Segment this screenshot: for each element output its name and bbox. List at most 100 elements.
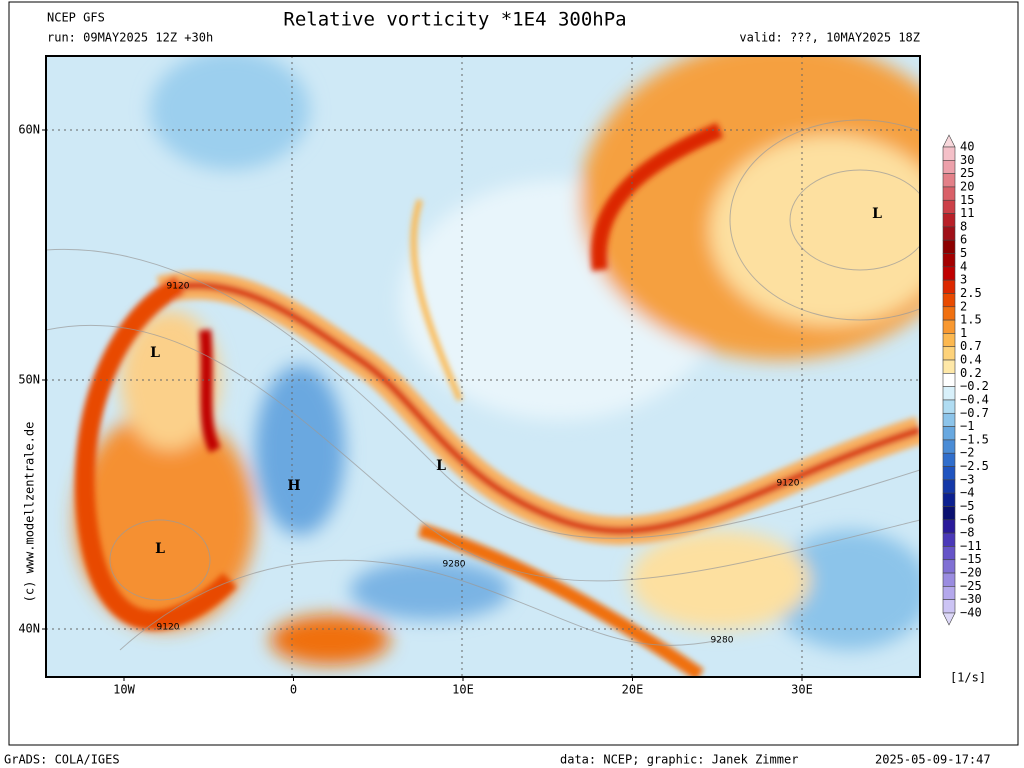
colorbar-swatch xyxy=(942,160,956,174)
colorbar-label: −0.2 xyxy=(960,379,989,393)
colorbar-swatch xyxy=(942,519,956,534)
contour-label: 9120 xyxy=(777,479,800,489)
colorbar-swatch xyxy=(942,239,956,254)
high-label: H xyxy=(287,478,300,494)
colorbar-label: 2 xyxy=(960,299,967,313)
title: Relative vorticity *1E4 300hPa xyxy=(283,9,626,31)
low-label: L xyxy=(436,458,446,474)
colorbar-swatch xyxy=(942,506,956,521)
colorbar-swatch xyxy=(942,599,956,614)
colorbar-top-triangle xyxy=(942,134,956,148)
colorbar-unit: [1/s] xyxy=(950,671,986,685)
colorbar-swatch xyxy=(942,426,956,441)
colorbar-label: −30 xyxy=(960,592,982,606)
colorbar-label: 8 xyxy=(960,219,967,233)
lon-label: 10E xyxy=(452,683,474,697)
colorbar-label: −0.7 xyxy=(960,406,989,420)
colorbar-label: −2.5 xyxy=(960,459,989,473)
colorbar: 403025201511865432.521.510.70.40.2−0.2−0… xyxy=(942,134,989,626)
lon-labels: 10W 0 10E 20E 30E xyxy=(113,677,813,697)
contour-label: 9280 xyxy=(443,560,466,570)
colorbar-swatch xyxy=(942,346,956,361)
colorbar-swatch xyxy=(942,532,956,547)
lat-label: 50N xyxy=(18,373,40,387)
colorbar-label: 0.7 xyxy=(960,339,982,353)
colorbar-swatch xyxy=(942,572,956,587)
colorbar-label: 1.5 xyxy=(960,313,982,327)
lon-label: 0 xyxy=(290,683,297,697)
low-label: L xyxy=(150,345,160,361)
colorbar-swatch xyxy=(942,146,956,161)
colorbar-label: −2 xyxy=(960,446,974,460)
colorbar-label: 0.4 xyxy=(960,353,982,367)
colorbar-bottom-triangle xyxy=(942,612,956,626)
colorbar-swatch xyxy=(942,479,956,494)
colorbar-label: −3 xyxy=(960,472,974,486)
lat-label: 60N xyxy=(18,123,40,137)
colorbar-label: 6 xyxy=(960,233,967,247)
outer-border xyxy=(8,1,1019,746)
valid: valid: ???, 10MAY2025 18Z xyxy=(739,31,920,45)
colorbar-label: 2.5 xyxy=(960,286,982,300)
colorbar-label: −15 xyxy=(960,552,982,566)
colorbar-swatch xyxy=(942,186,956,201)
colorbar-label: −0.4 xyxy=(960,392,989,406)
colorbar-label: 1 xyxy=(960,326,967,340)
colorbar-label: −1 xyxy=(960,419,974,433)
colorbar-label: 30 xyxy=(960,153,974,167)
colorbar-label: 0.2 xyxy=(960,366,982,380)
colorbar-label: 25 xyxy=(960,166,974,180)
colorbar-label: −5 xyxy=(960,499,974,513)
colorbar-label: −11 xyxy=(960,539,982,553)
lat-label: 40N xyxy=(18,622,40,636)
low-label: L xyxy=(872,206,882,222)
colorbar-swatch xyxy=(942,173,956,188)
colorbar-label: 5 xyxy=(960,246,967,260)
model: NCEP GFS xyxy=(47,11,105,25)
colorbar-swatch xyxy=(942,293,956,308)
contour-label: 9120 xyxy=(157,623,180,633)
colorbar-swatch xyxy=(942,399,956,414)
colorbar-swatch xyxy=(942,279,956,294)
colorbar-label: 40 xyxy=(960,140,974,154)
colorbar-label: 3 xyxy=(960,273,967,287)
colorbar-swatch xyxy=(942,333,956,348)
lat-labels: 60N 50N 40N xyxy=(18,123,46,636)
colorbar-swatch xyxy=(942,253,956,268)
run: run: 09MAY2025 12Z +30h xyxy=(47,31,213,45)
lon-label: 10W xyxy=(113,683,135,697)
colorbar-label: −6 xyxy=(960,512,974,526)
colorbar-swatch xyxy=(942,412,956,427)
colorbar-label: −8 xyxy=(960,526,974,540)
colorbar-swatch xyxy=(942,226,956,241)
colorbar-swatch xyxy=(942,213,956,228)
colorbar-swatch xyxy=(942,306,956,321)
colorbar-label: 4 xyxy=(960,259,967,273)
colorbar-label: 20 xyxy=(960,179,974,193)
colorbar-swatch xyxy=(942,546,956,561)
map-field: L L L L H 9120 9120 9120 9280 9280 xyxy=(46,56,920,677)
colorbar-swatch xyxy=(942,386,956,401)
footer-credit: data: NCEP; graphic: Janek Zimmer xyxy=(560,753,798,767)
lon-label: 20E xyxy=(622,683,644,697)
colorbar-label: −1.5 xyxy=(960,432,989,446)
colorbar-swatch xyxy=(942,199,956,214)
low-label: L xyxy=(155,541,165,557)
colorbar-swatch xyxy=(942,559,956,574)
colorbar-swatch xyxy=(942,359,956,374)
footer-timestamp: 2025-05-09-17:47 xyxy=(875,753,991,767)
colorbar-swatch xyxy=(942,466,956,481)
colorbar-label: −40 xyxy=(960,606,982,620)
colorbar-swatch xyxy=(942,586,956,600)
colorbar-label: 11 xyxy=(960,206,974,220)
footer-software: GrADS: COLA/IGES xyxy=(4,753,120,767)
side-text: (c) www.modellzentrale.de xyxy=(23,422,37,603)
colorbar-label: −4 xyxy=(960,486,974,500)
contour-label: 9280 xyxy=(711,636,734,646)
contour-label: 9120 xyxy=(167,282,190,292)
colorbar-label: −25 xyxy=(960,579,982,593)
colorbar-swatch xyxy=(942,373,956,387)
colorbar-swatch xyxy=(942,439,956,454)
colorbar-swatch xyxy=(942,266,956,281)
